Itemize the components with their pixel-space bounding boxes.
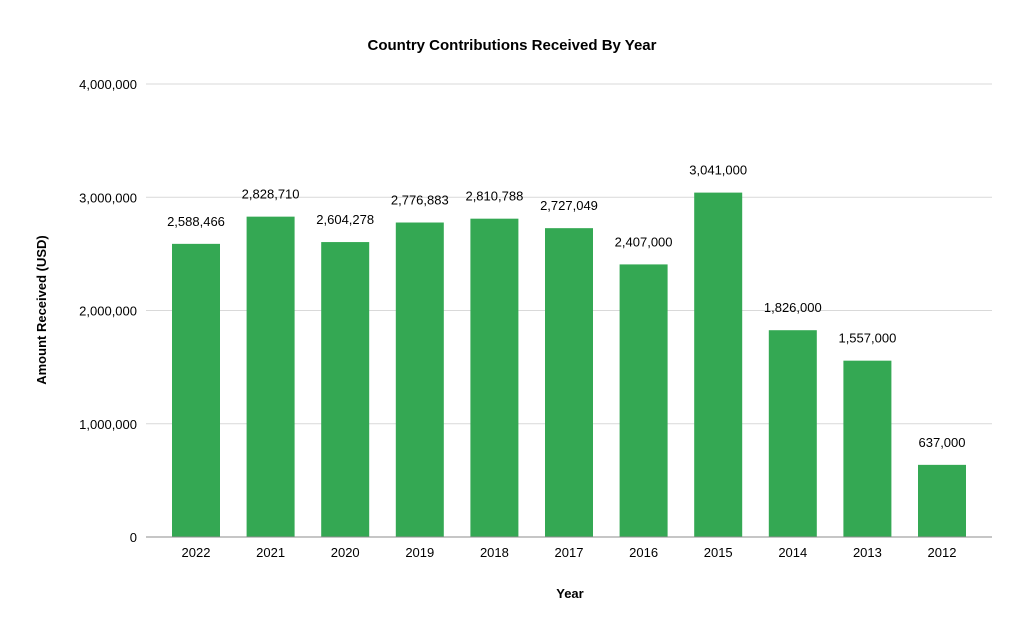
y-tick-label: 3,000,000 <box>79 190 137 205</box>
x-tick-label: 2012 <box>928 545 957 560</box>
bar-2015 <box>694 192 743 537</box>
chart-title: Country Contributions Received By Year <box>368 37 657 54</box>
x-axis-label: Year <box>556 586 583 601</box>
data-label: 2,588,466 <box>167 214 225 229</box>
bar-2019 <box>395 222 444 537</box>
y-axis-ticks: 0 1,000,000 2,000,000 3,000,000 4,000,000 <box>79 77 137 545</box>
data-label: 3,041,000 <box>689 163 747 178</box>
data-label: 2,776,883 <box>391 193 449 208</box>
bar-2018 <box>470 218 519 537</box>
x-tick-label: 2022 <box>182 545 211 560</box>
data-label: 1,826,000 <box>764 300 822 315</box>
x-tick-label: 2013 <box>853 545 882 560</box>
data-label: 637,000 <box>919 435 966 450</box>
x-tick-label: 2020 <box>331 545 360 560</box>
data-label: 2,810,788 <box>465 189 523 204</box>
x-tick-label: 2019 <box>405 545 434 560</box>
x-tick-label: 2016 <box>629 545 658 560</box>
data-label: 2,727,049 <box>540 198 598 213</box>
bar-2013 <box>843 360 892 537</box>
x-tick-label: 2018 <box>480 545 509 560</box>
x-tick-label: 2015 <box>704 545 733 560</box>
y-axis-label: Amount Received (USD) <box>34 235 49 385</box>
x-tick-label: 2014 <box>778 545 807 560</box>
x-tick-label: 2017 <box>555 545 584 560</box>
y-tick-label: 4,000,000 <box>79 77 137 92</box>
bar-2021 <box>246 216 295 537</box>
bar-2022 <box>172 243 220 537</box>
data-label: 2,407,000 <box>615 234 673 249</box>
data-labels: 2,588,466 2,828,710 2,604,278 2,776,883 2,81… <box>167 163 965 450</box>
x-axis-ticks: 2022 2021 2020 2019 2018 2017 2016 2015 2014 2013… <box>182 545 957 560</box>
data-label: 2,604,278 <box>316 212 374 227</box>
bar-2016 <box>619 264 668 537</box>
bar-2014 <box>768 330 817 537</box>
bar-2017 <box>545 228 593 538</box>
bar-2012 <box>918 464 966 537</box>
data-label: 1,557,000 <box>838 331 896 346</box>
y-tick-label: 2,000,000 <box>79 304 137 319</box>
data-label: 2,828,710 <box>242 187 300 202</box>
x-tick-label: 2021 <box>256 545 285 560</box>
bar-2020 <box>321 242 370 537</box>
y-tick-label: 0 <box>130 530 137 545</box>
bars <box>172 192 966 538</box>
y-tick-label: 1,000,000 <box>79 417 137 432</box>
